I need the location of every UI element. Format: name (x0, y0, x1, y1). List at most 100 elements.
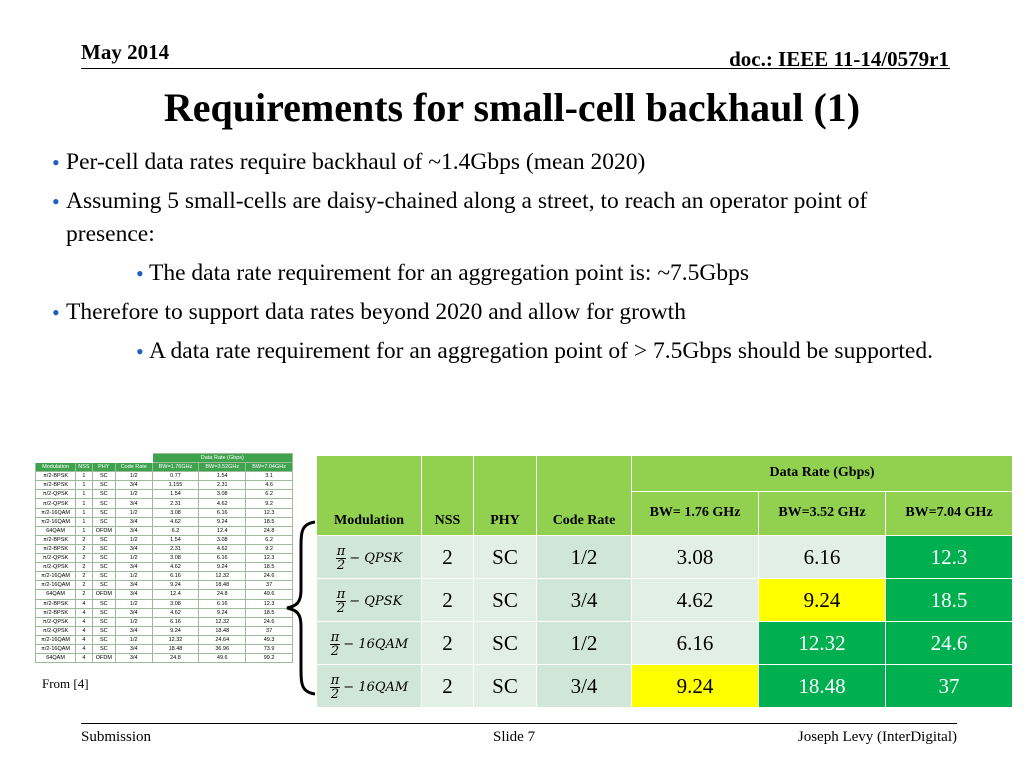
bullet-icon: • (52, 150, 60, 175)
small-table-cell: OFDM (91, 525, 116, 536)
small-table-cell: SC (91, 634, 116, 645)
small-table-cell: π/2-16QAM (34, 580, 77, 591)
small-table-cell: 1 (75, 525, 93, 536)
small-col-header: BW=3.52GHz (198, 462, 247, 473)
small-table-cell: 1/2 (114, 507, 153, 518)
small-table-cell: 4.62 (198, 543, 247, 555)
col-header-bw3: BW=7.04 GHz (885, 490, 1013, 537)
small-table-row: π/2-BPSK 4 SC 3/4 4.62 9.24 18.5 (34, 607, 293, 618)
small-table-cell: 9.24 (151, 580, 200, 591)
small-table-cell: 1.54 (151, 534, 200, 545)
small-table-cell: π/2-16QAM (34, 516, 77, 527)
code-rate-cell: 1/2 (536, 535, 632, 579)
rate-cell-bw2: 6.16 (758, 535, 886, 579)
small-table-cell: 2.31 (151, 498, 200, 509)
nss-cell: 2 (421, 621, 474, 665)
small-table-cell: 1 (75, 498, 93, 509)
small-table-cell: 3.1 (245, 471, 293, 482)
small-table-cell: 1.54 (198, 471, 247, 482)
rate-cell-bw2: 9.24 (758, 578, 886, 622)
small-table-row: π/2-QPSK 1 SC 1/2 1.54 3.08 6.2 (34, 489, 293, 500)
table-row: π 2− QPSK 2 SC 3/4 4.62 9.24 18.5 (316, 578, 1013, 622)
small-table-cell: 4 (75, 607, 93, 618)
source-table-container: Data Rate (Gbps) Modulation NSS PHY Code Ra… (34, 452, 294, 664)
col-header-nss: NSS (421, 455, 474, 536)
small-table-cell: 2.31 (151, 543, 200, 555)
small-table-cell: 3.08 (151, 553, 200, 564)
small-table-cell: 3/4 (114, 607, 153, 618)
small-table-cell: 9.24 (198, 607, 247, 618)
small-table-cell: 24.8 (198, 589, 247, 600)
col-header-bw1: BW= 1.76 GHz (631, 490, 759, 537)
small-table-cell: π/2-QPSK (34, 625, 77, 636)
small-table-cell: 12.3 (245, 507, 293, 518)
small-table-cell: OFDM (91, 589, 116, 600)
small-table-row: π/2-BPSK 2 SC 1/2 1.54 3.08 6.2 (34, 534, 293, 545)
small-col-header: Modulation (34, 462, 77, 473)
small-table-cell: 6.2 (151, 525, 200, 536)
small-table-cell: 4.62 (151, 607, 200, 618)
col-header-phy: PHY (473, 455, 537, 536)
small-col-header: NSS (75, 462, 93, 473)
small-table-cell: 1/2 (114, 598, 153, 609)
rate-cell-bw1: 3.08 (631, 535, 759, 579)
small-col-header: BW=1.76GHz (151, 462, 200, 473)
small-table-cell: SC (91, 562, 116, 573)
small-table-cell: 1/2 (114, 534, 153, 545)
small-table-cell: 3/4 (114, 653, 153, 664)
small-table-row: π/2-16QAM 1 SC 1/2 3.08 6.16 12.3 (34, 507, 293, 518)
small-table-cell: 2 (75, 571, 93, 582)
bullet-text: Per-cell data rates require backhaul of … (66, 149, 646, 175)
small-table-cell: 1/2 (114, 616, 153, 627)
small-table-cell: π/2-BPSK (34, 607, 77, 618)
small-table-cell: SC (91, 607, 116, 618)
group-header-data-rate: Data Rate (Gbps) (631, 455, 1013, 492)
bullet-text: A data rate requirement for an aggregati… (149, 338, 933, 364)
col-header-bw2: BW=3.52 GHz (758, 490, 886, 537)
small-table-cell: 24.8 (151, 653, 200, 664)
footer-author: Joseph Levy (InterDigital) (797, 729, 957, 745)
bullet-item: • Assuming 5 small-cells are daisy-chaine… (52, 185, 952, 251)
small-table-row: 64QAM 1 OFDM 3/4 6.2 12.4 24.8 (34, 525, 293, 536)
small-table-cell: π/2-QPSK (34, 562, 77, 573)
nss-cell: 2 (421, 664, 474, 708)
small-table-cell: 3/4 (114, 543, 153, 555)
small-table-cell: 4.62 (151, 516, 200, 527)
small-table-cell: 64QAM (34, 653, 77, 664)
small-table-row: π/2-BPSK 4 SC 1/2 3.08 6.16 12.3 (34, 598, 293, 609)
modulation-cell: π 2− QPSK (316, 535, 422, 579)
small-table-cell: SC (91, 580, 116, 591)
footer-rule (81, 723, 957, 724)
rate-cell-bw2: 18.48 (758, 664, 886, 708)
small-table-cell: 1 (75, 516, 93, 527)
modulation-cell: π 2− 16QAM (316, 664, 422, 708)
small-table-cell: 3/4 (114, 625, 153, 636)
small-table-cell: π/2-16QAM (34, 643, 77, 655)
footer-submission: Submission (81, 729, 152, 745)
small-table-cell: 9.24 (198, 562, 247, 573)
small-table-cell: 4 (75, 616, 93, 627)
small-table-cell: SC (91, 543, 116, 555)
small-table-cell: 12.32 (151, 634, 200, 645)
bullet-icon: • (136, 261, 144, 286)
small-table-cell: SC (91, 534, 116, 545)
bullet-text: The data rate requirement for an aggrega… (149, 260, 750, 286)
rate-cell-bw3: 24.6 (885, 621, 1013, 665)
small-table-cell: 9.2 (245, 498, 293, 509)
bullet-text: Assuming 5 small-cells are daisy-chained… (66, 188, 868, 247)
small-table-cell: 12.4 (198, 525, 247, 536)
small-table-cell: 3/4 (114, 516, 153, 527)
source-table: Data Rate (Gbps) Modulation NSS PHY Code Ra… (34, 452, 294, 664)
phy-cell: SC (473, 578, 537, 622)
small-table-row: π/2-16QAM 4 SC 3/4 18.48 36.96 73.9 (34, 643, 293, 655)
small-table-cell: 6.2 (245, 489, 293, 500)
small-table-cell: 3/4 (114, 480, 153, 491)
small-table-cell: 3/4 (114, 589, 153, 600)
small-table-cell: SC (91, 471, 116, 482)
small-table-cell: 9.24 (198, 516, 247, 527)
table-row: π 2− 16QAM 2 SC 1/2 6.16 12.32 24.6 (316, 621, 1013, 665)
small-table-cell: 18.48 (198, 580, 247, 591)
small-table-cell: 49.6 (198, 653, 247, 664)
small-col-header: PHY (91, 462, 116, 473)
rate-cell-bw2: 12.32 (758, 621, 886, 665)
